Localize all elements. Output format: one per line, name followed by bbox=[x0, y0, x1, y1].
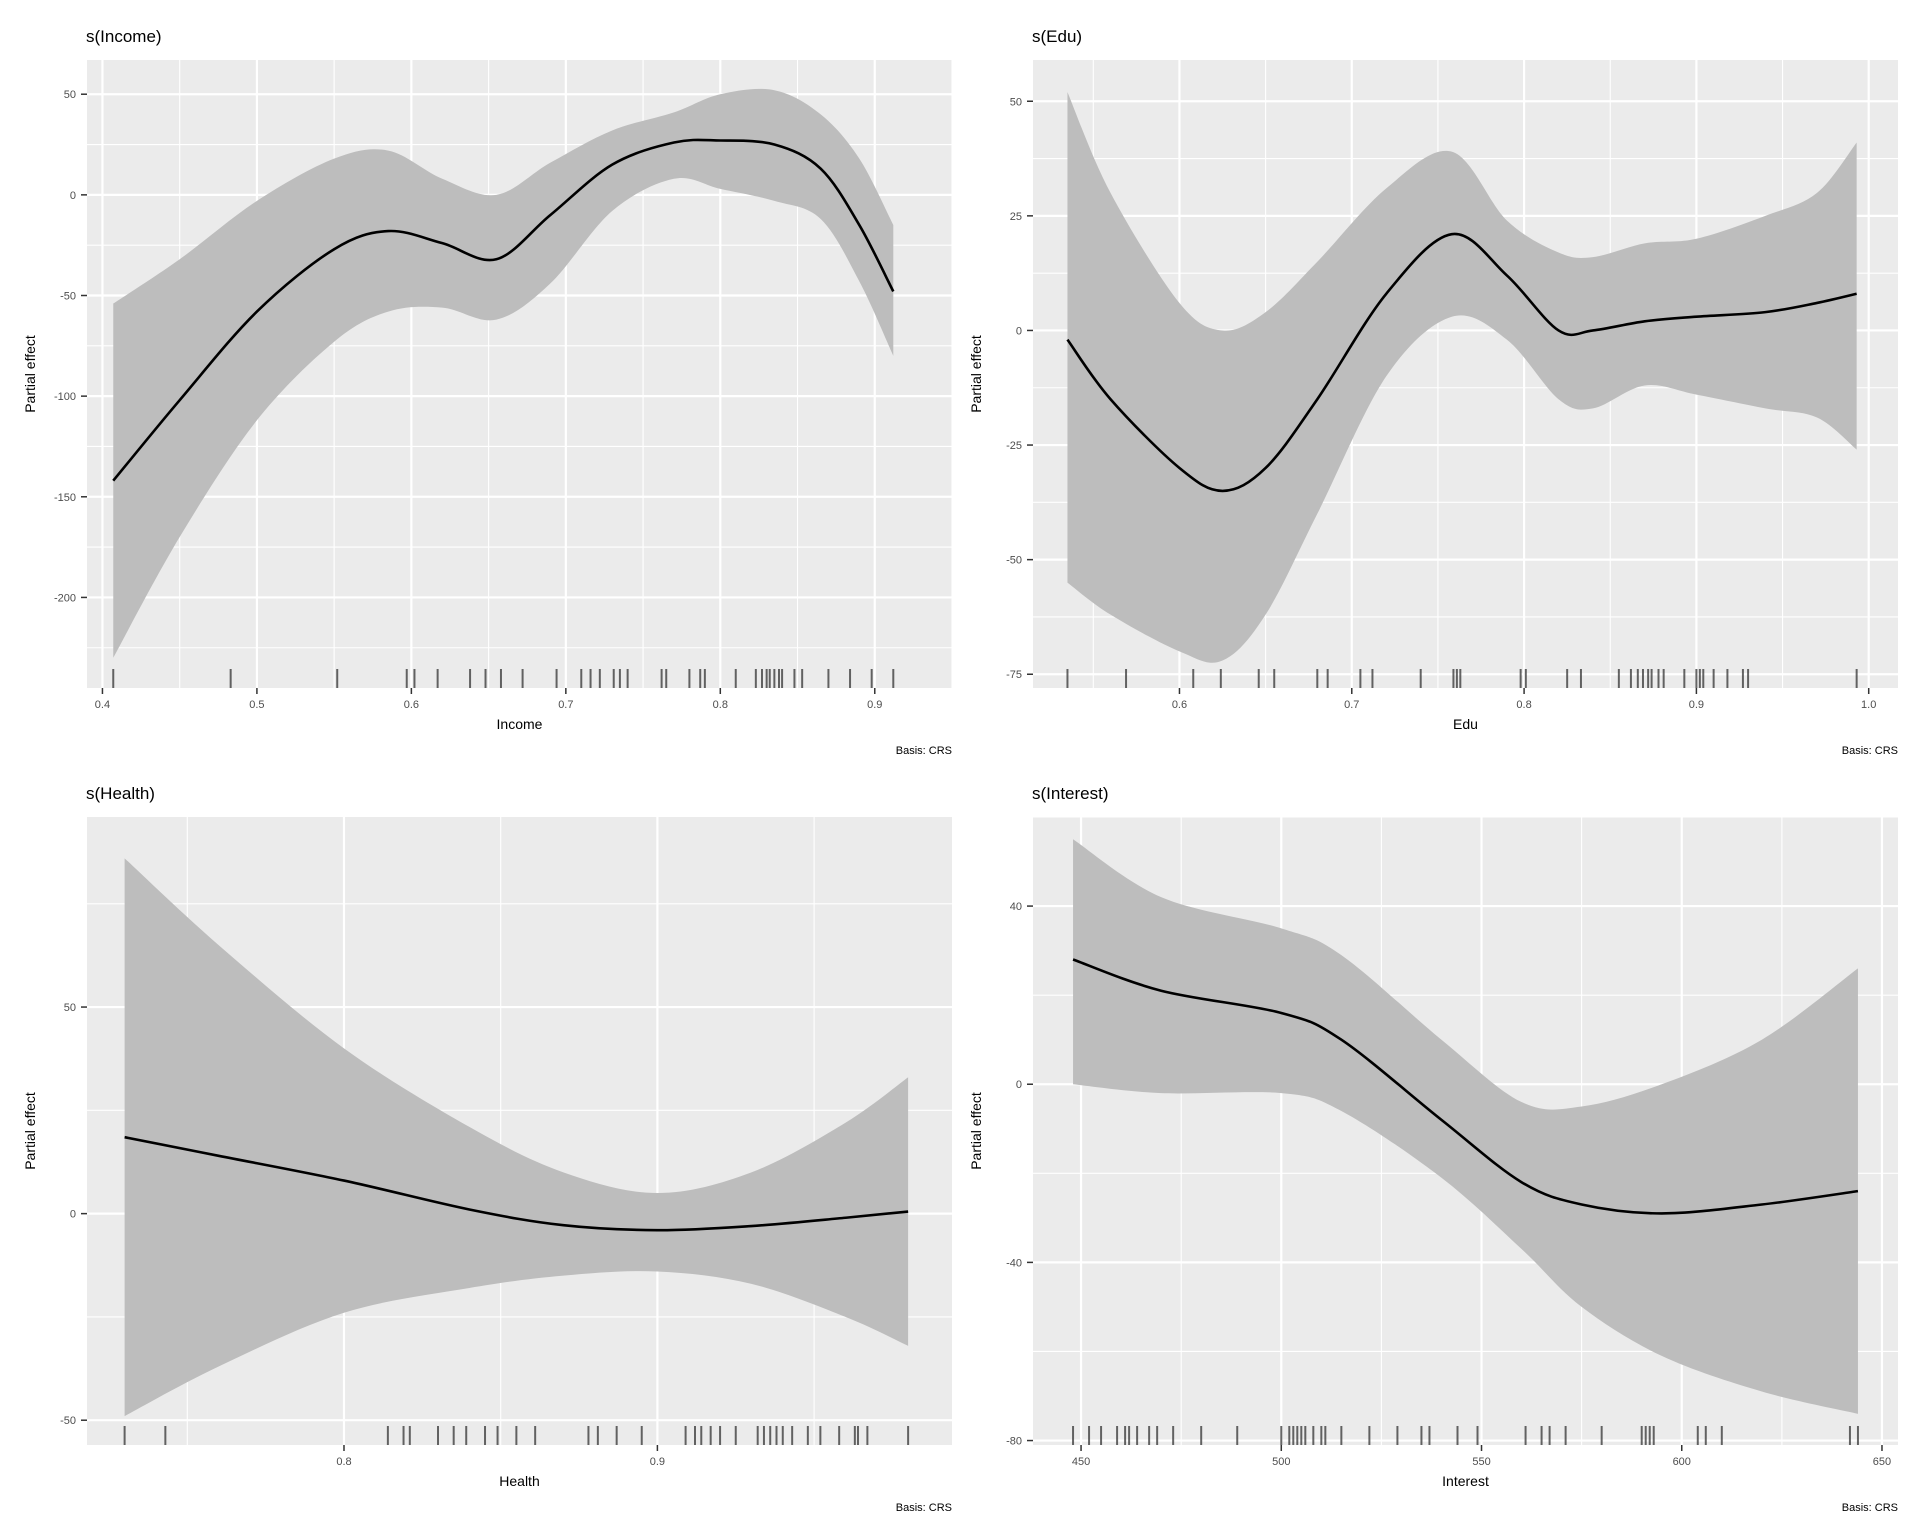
y-tick-label: 0 bbox=[1016, 1079, 1022, 1091]
confidence-band bbox=[1067, 92, 1857, 663]
confidence-band bbox=[1073, 839, 1858, 1414]
x-tick-label: 0.9 bbox=[867, 699, 882, 711]
y-tick-label: -40 bbox=[1006, 1257, 1022, 1269]
fit-line bbox=[1066, 232, 1857, 493]
y-tick-label: -25 bbox=[1006, 440, 1022, 452]
x-tick-label: 0.5 bbox=[249, 699, 264, 711]
x-axis-label: Health bbox=[499, 1473, 539, 1489]
x-tick-label: 0.8 bbox=[336, 1456, 351, 1468]
x-tick-label: 0.8 bbox=[713, 699, 728, 711]
rug bbox=[123, 1426, 910, 1445]
rug bbox=[1072, 1426, 1859, 1445]
x-tick-label: 0.7 bbox=[558, 699, 573, 711]
y-axis-label: Partial effect bbox=[968, 335, 984, 413]
x-tick-label: 600 bbox=[1673, 1456, 1691, 1468]
x-tick-label: 0.9 bbox=[650, 1456, 665, 1468]
y-tick-label: 50 bbox=[1010, 96, 1022, 108]
panel-3: 0.8 0.9 -50 0 50 s(Health) Health Partial effec… bbox=[22, 784, 952, 1514]
panel-1: 0.4 0.5 0.6 0.7 0.8 0.9 -200 -150 -100 -50 0 50 s(In… bbox=[22, 27, 953, 757]
y-tick-label: -200 bbox=[54, 592, 76, 604]
x-tick-label: 0.6 bbox=[404, 699, 419, 711]
panel-title: s(Interest) bbox=[1032, 784, 1109, 803]
y-tick-label: 0 bbox=[1016, 325, 1022, 337]
panel-2: 0.6 0.7 0.8 0.9 1.0 -75 -50 -25 0 25 50 s(Edu) Edu Pa… bbox=[968, 27, 1898, 757]
y-tick-label: -50 bbox=[1006, 555, 1022, 567]
y-tick-label: -50 bbox=[60, 291, 76, 303]
y-axis-label: Partial effect bbox=[968, 1092, 984, 1170]
x-tick-label: 1.0 bbox=[1861, 699, 1876, 711]
fit-line bbox=[124, 1135, 909, 1232]
panel-title: s(Health) bbox=[86, 784, 155, 803]
confidence-band bbox=[113, 88, 894, 658]
x-tick-label: 550 bbox=[1472, 1456, 1490, 1468]
x-tick-label: 0.9 bbox=[1689, 699, 1704, 711]
y-tick-label: 25 bbox=[1010, 211, 1022, 223]
y-tick-label: 50 bbox=[64, 89, 76, 101]
rug bbox=[112, 669, 895, 688]
y-tick-label: -100 bbox=[54, 391, 76, 403]
x-axis-label: Edu bbox=[1453, 716, 1478, 732]
y-axis-label: Partial effect bbox=[22, 335, 38, 413]
x-tick-label: 0.4 bbox=[95, 699, 110, 711]
y-tick-label: 0 bbox=[70, 1209, 76, 1221]
y-tick-label: -50 bbox=[60, 1415, 76, 1427]
basis-caption: Basis: CRS bbox=[1842, 745, 1898, 757]
basis-caption: Basis: CRS bbox=[896, 1502, 952, 1514]
y-axis-label: Partial effect bbox=[22, 1092, 38, 1170]
y-tick-label: -75 bbox=[1006, 669, 1022, 681]
x-tick-label: 650 bbox=[1873, 1456, 1891, 1468]
x-axis-label: Interest bbox=[1442, 1473, 1489, 1489]
basis-caption: Basis: CRS bbox=[896, 745, 952, 757]
fit-line bbox=[1072, 958, 1859, 1215]
x-tick-label: 450 bbox=[1072, 1456, 1090, 1468]
y-tick-label: 40 bbox=[1010, 901, 1022, 913]
x-tick-label: 500 bbox=[1272, 1456, 1290, 1468]
confidence-band bbox=[124, 858, 909, 1417]
y-tick-label: -80 bbox=[1006, 1436, 1022, 1448]
x-tick-label: 0.8 bbox=[1516, 699, 1531, 711]
rug bbox=[1066, 669, 1858, 688]
panel-4: 450 500 550 600 650 -80 -40 0 40 s(Interest) Inter… bbox=[968, 784, 1898, 1514]
y-tick-label: -150 bbox=[54, 492, 76, 504]
fit-line bbox=[112, 138, 895, 482]
x-tick-label: 0.7 bbox=[1344, 699, 1359, 711]
y-tick-label: 50 bbox=[64, 1002, 76, 1014]
basis-caption: Basis: CRS bbox=[1842, 1502, 1898, 1514]
x-tick-label: 0.6 bbox=[1172, 699, 1187, 711]
panel-title: s(Edu) bbox=[1032, 27, 1082, 46]
x-axis-label: Income bbox=[497, 716, 543, 732]
y-tick-label: 0 bbox=[70, 190, 76, 202]
panel-title: s(Income) bbox=[86, 27, 162, 46]
